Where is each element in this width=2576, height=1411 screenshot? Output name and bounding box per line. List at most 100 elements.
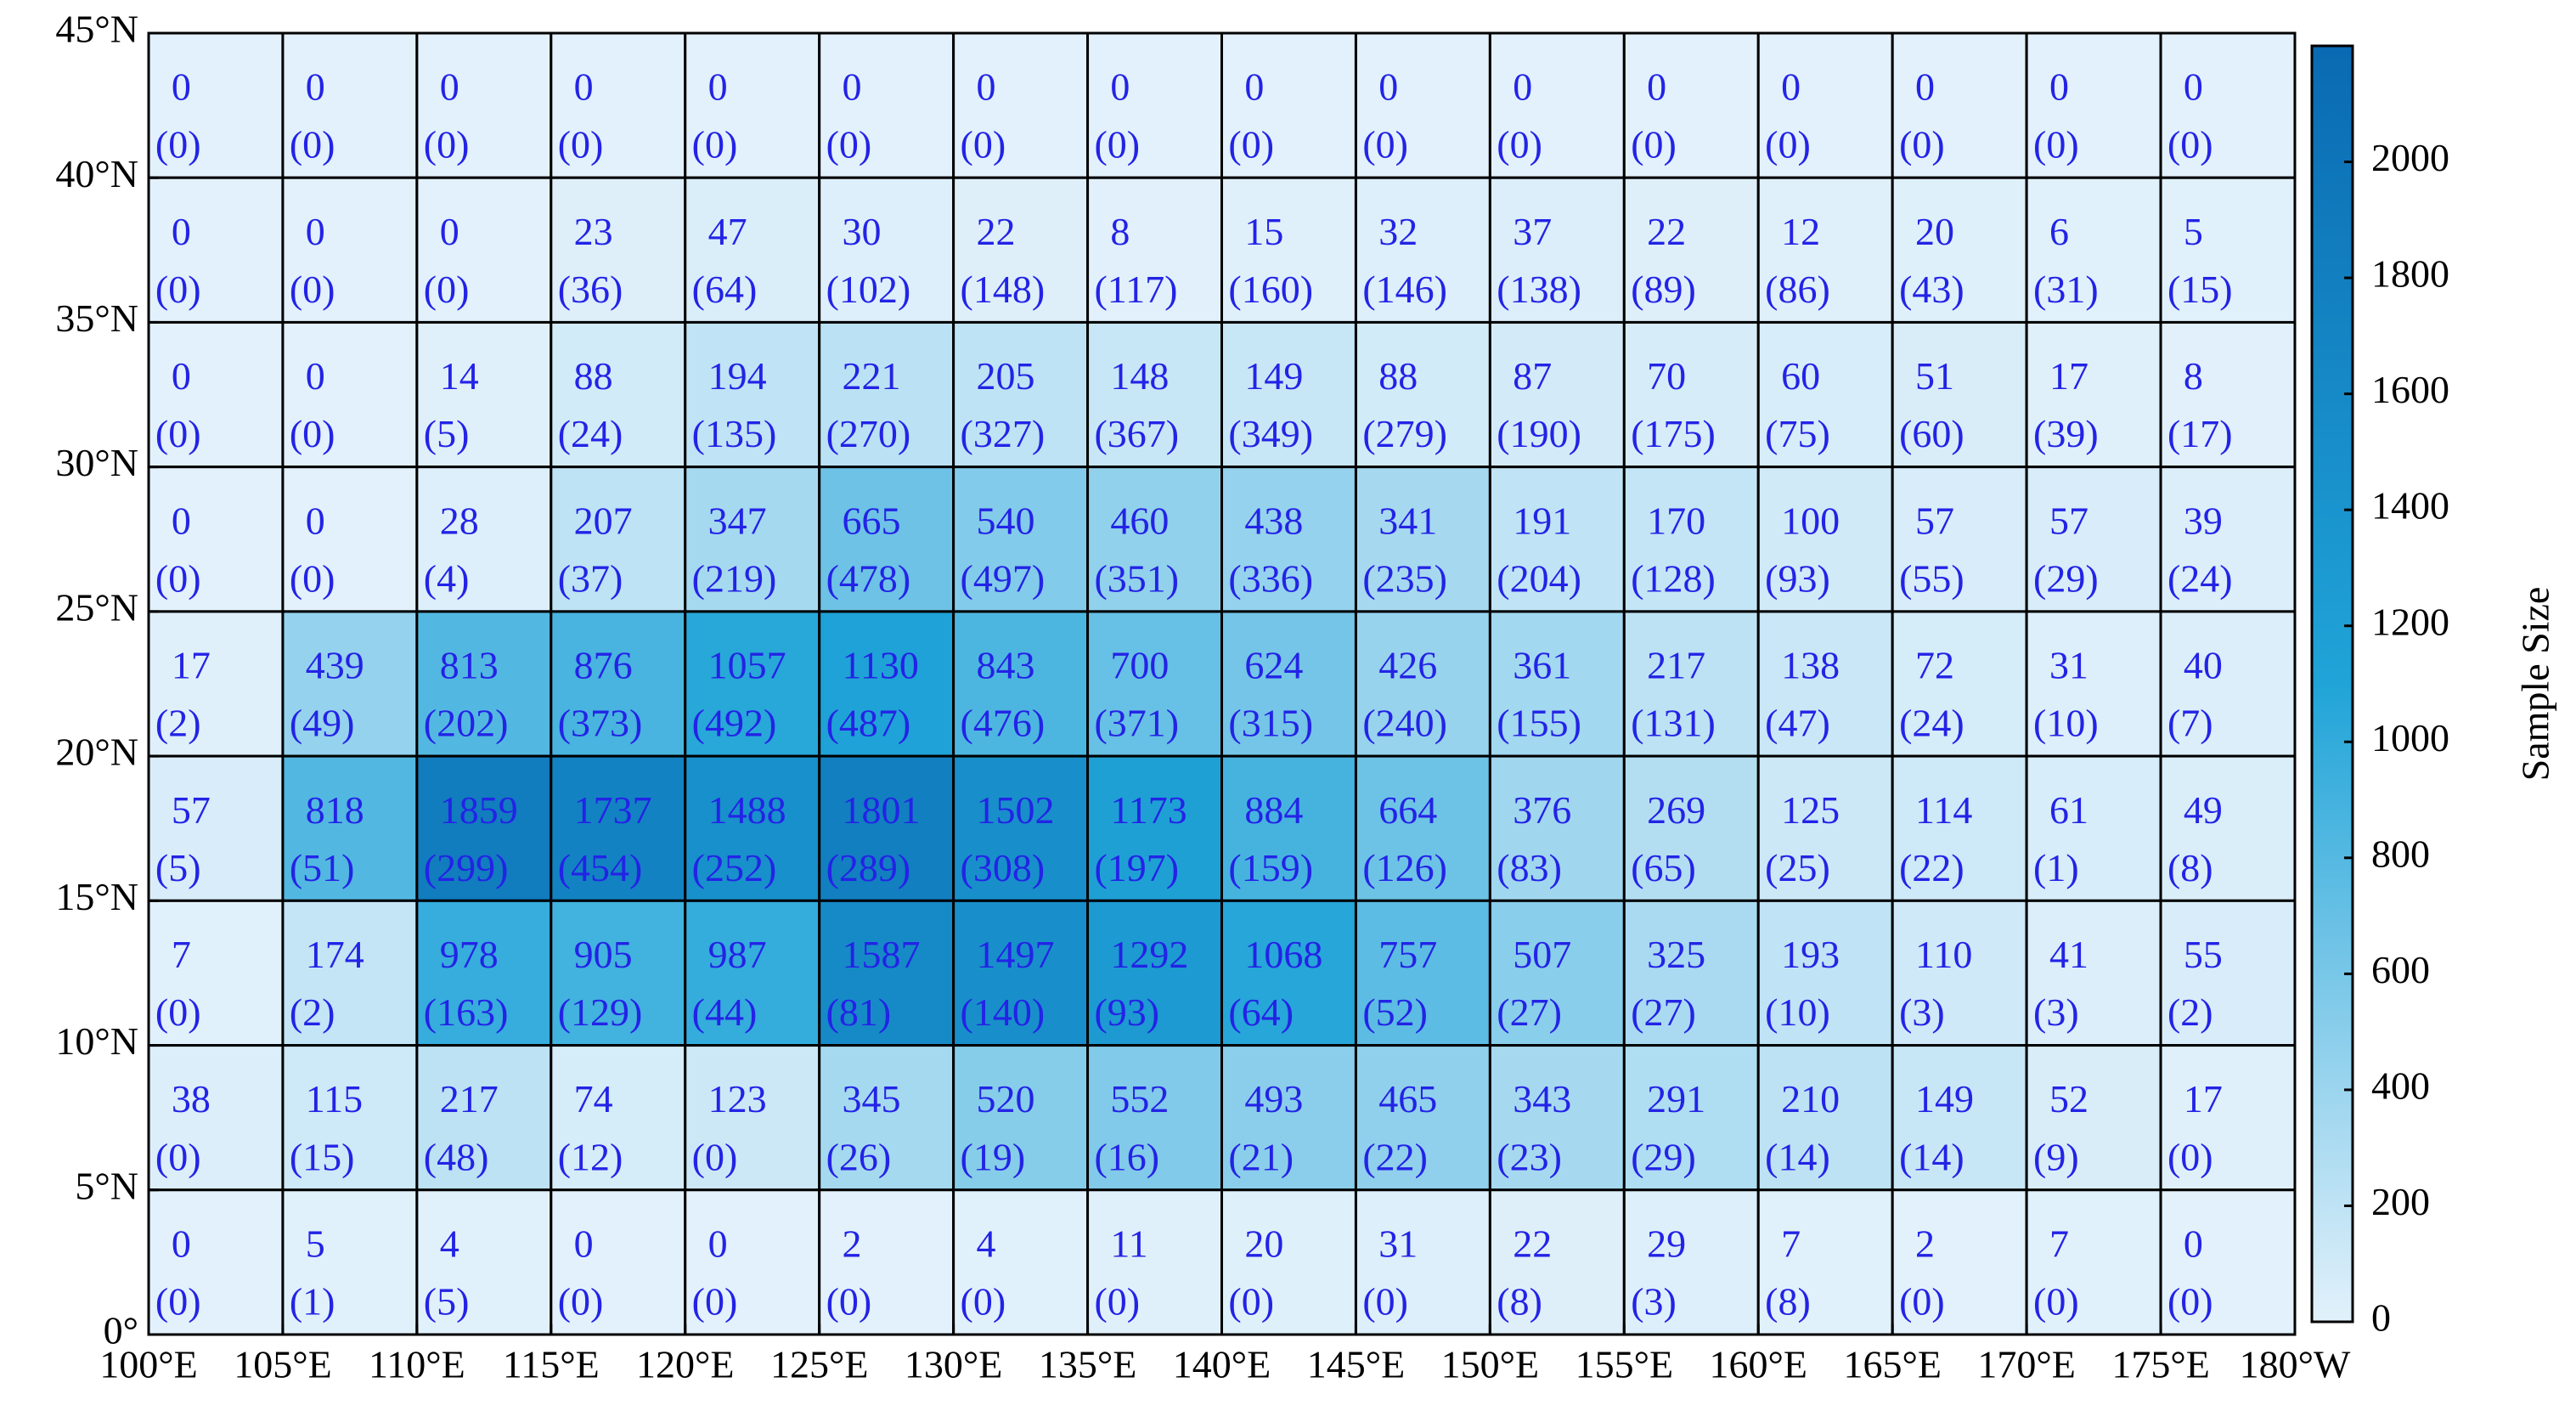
cell — [1354, 1188, 1491, 1336]
cell-value: 41 — [2049, 933, 2088, 976]
x-tick-label: 105°E — [234, 1343, 332, 1386]
cell-sub-value: (0) — [961, 123, 1006, 166]
cell-value: 978 — [440, 933, 499, 976]
cell-value: 540 — [976, 499, 1034, 542]
cell-value: 1801 — [843, 788, 921, 832]
cell-sub-value: (336) — [1228, 556, 1313, 600]
x-tick-label: 125°E — [770, 1343, 869, 1386]
cell-value: 0 — [306, 499, 325, 542]
cell-value: 624 — [1244, 644, 1303, 687]
cell-value: 0 — [440, 210, 459, 253]
cell-value: 1173 — [1110, 788, 1187, 832]
cell-value: 0 — [1110, 65, 1130, 109]
cell-sub-value: (117) — [1094, 268, 1177, 311]
cell — [1622, 610, 1760, 758]
cell-sub-value: (64) — [1228, 991, 1294, 1034]
cell-sub-value: (22) — [1362, 1135, 1428, 1178]
y-tick-label: 20°N — [55, 731, 138, 774]
colorbar-tick-label: 800 — [2371, 832, 2430, 875]
cell-sub-value: (0) — [155, 268, 201, 311]
cell-sub-value: (47) — [1765, 702, 1830, 745]
cell — [952, 899, 1090, 1047]
cell-value: 100 — [1781, 499, 1840, 542]
cell-value: 0 — [172, 65, 191, 109]
cell-value: 217 — [1647, 644, 1705, 687]
cell-value: 15 — [1244, 210, 1283, 253]
cell — [1891, 899, 2028, 1047]
cell-value: 0 — [440, 65, 459, 109]
cell-sub-value: (44) — [692, 991, 758, 1034]
cell-value: 125 — [1781, 788, 1840, 832]
cell-sub-value: (202) — [424, 702, 509, 745]
cell-value: 31 — [1378, 1222, 1418, 1265]
y-tick-label: 0° — [104, 1309, 138, 1352]
cell-value: 1068 — [1244, 933, 1322, 976]
cell — [1354, 1044, 1491, 1192]
cell-sub-value: (10) — [1765, 991, 1830, 1034]
cell-value: 138 — [1781, 644, 1840, 687]
cell-value: 493 — [1244, 1077, 1303, 1120]
cell-value: 7 — [2049, 1222, 2069, 1265]
cell — [684, 754, 821, 902]
cell-sub-value: (3) — [1631, 1280, 1677, 1324]
cell — [1622, 1044, 1760, 1192]
cell — [550, 610, 687, 758]
cell-sub-value: (86) — [1765, 268, 1830, 311]
cell-sub-value: (0) — [826, 1280, 872, 1324]
cell-sub-value: (27) — [1631, 991, 1696, 1034]
cell — [952, 466, 1090, 613]
cell-sub-value: (155) — [1497, 702, 1581, 745]
cell — [1891, 754, 2028, 902]
cell — [952, 1188, 1090, 1336]
y-tick-label: 30°N — [55, 441, 138, 484]
cell-value: 876 — [574, 644, 633, 687]
cell — [2159, 754, 2297, 902]
cell-sub-value: (0) — [2167, 1280, 2213, 1324]
cell — [415, 1044, 553, 1192]
cell-value: 149 — [1244, 354, 1303, 398]
cell-sub-value: (83) — [1497, 846, 1562, 889]
cell-value: 1130 — [843, 644, 919, 687]
cell-value: 0 — [574, 65, 594, 109]
cell-value: 361 — [1513, 644, 1571, 687]
cell-sub-value: (26) — [826, 1135, 892, 1178]
cell-sub-value: (0) — [424, 123, 470, 166]
cell — [818, 899, 955, 1047]
cell-sub-value: (24) — [1899, 702, 1964, 745]
cell-value: 2 — [1915, 1222, 1935, 1265]
cell-value: 5 — [2184, 210, 2203, 253]
cell-value: 0 — [708, 65, 728, 109]
cell-sub-value: (43) — [1899, 268, 1964, 311]
cell-sub-value: (4) — [424, 556, 470, 600]
cell — [2025, 1044, 2162, 1192]
cell — [1891, 1188, 2028, 1336]
cell-value: 664 — [1378, 788, 1437, 832]
cell-sub-value: (0) — [961, 1280, 1006, 1324]
cell-sub-value: (31) — [2033, 268, 2099, 311]
cell — [2025, 176, 2162, 324]
cell-value: 8 — [1110, 210, 1130, 253]
cell-value: 17 — [2049, 354, 2088, 398]
y-tick-label: 40°N — [55, 152, 138, 195]
cell — [415, 466, 553, 613]
cell-value: 57 — [172, 788, 211, 832]
cell-sub-value: (12) — [558, 1135, 623, 1178]
cell-value: 20 — [1915, 210, 1954, 253]
cell-sub-value: (240) — [1362, 702, 1447, 745]
cell-sub-value: (48) — [424, 1135, 489, 1178]
cell — [281, 754, 419, 902]
cell — [1086, 1044, 1223, 1192]
cell — [1756, 466, 1894, 613]
cell — [1354, 31, 1491, 179]
cell-value: 17 — [172, 644, 211, 687]
cell-value: 0 — [306, 65, 325, 109]
cell-sub-value: (5) — [155, 846, 201, 889]
cell-value: 1502 — [976, 788, 1054, 832]
cell — [952, 320, 1090, 469]
cell-value: 0 — [708, 1222, 728, 1265]
cell-sub-value: (1) — [2033, 846, 2079, 889]
x-tick-label: 145°E — [1307, 1343, 1406, 1386]
x-tick-label: 115°E — [503, 1343, 600, 1386]
cell — [550, 899, 687, 1047]
